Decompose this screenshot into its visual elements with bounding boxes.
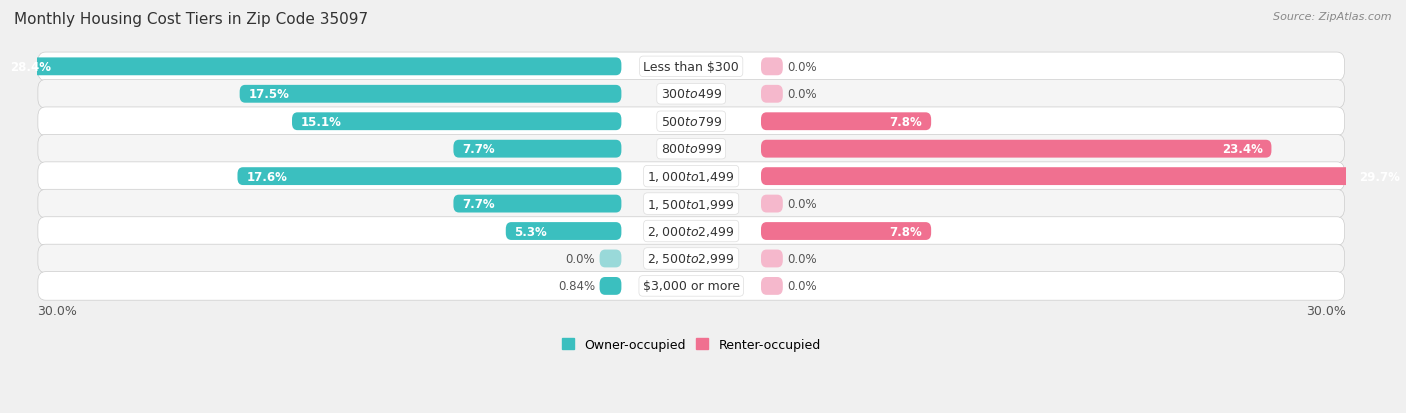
FancyBboxPatch shape [761,113,931,131]
FancyBboxPatch shape [453,195,621,213]
Text: 0.84%: 0.84% [558,280,595,293]
Text: 30.0%: 30.0% [37,304,77,317]
Text: 23.4%: 23.4% [1222,143,1263,156]
FancyBboxPatch shape [38,53,1344,81]
Text: $800 to $999: $800 to $999 [661,143,721,156]
Text: 5.3%: 5.3% [515,225,547,238]
FancyBboxPatch shape [38,135,1344,164]
FancyBboxPatch shape [38,108,1344,136]
Text: 0.0%: 0.0% [787,197,817,211]
Text: $300 to $499: $300 to $499 [661,88,721,101]
FancyBboxPatch shape [38,244,1344,273]
Text: Source: ZipAtlas.com: Source: ZipAtlas.com [1274,12,1392,22]
FancyBboxPatch shape [761,278,783,295]
FancyBboxPatch shape [761,140,1271,158]
Text: 29.7%: 29.7% [1360,170,1400,183]
Text: $2,500 to $2,999: $2,500 to $2,999 [647,252,735,266]
Text: Monthly Housing Cost Tiers in Zip Code 35097: Monthly Housing Cost Tiers in Zip Code 3… [14,12,368,27]
FancyBboxPatch shape [599,250,621,268]
Text: $500 to $799: $500 to $799 [661,116,721,128]
Text: Less than $300: Less than $300 [644,61,740,74]
FancyBboxPatch shape [292,113,621,131]
FancyBboxPatch shape [761,250,783,268]
Text: 17.6%: 17.6% [246,170,287,183]
Text: 7.8%: 7.8% [890,225,922,238]
FancyBboxPatch shape [761,223,931,240]
FancyBboxPatch shape [506,223,621,240]
FancyBboxPatch shape [38,272,1344,301]
Text: 7.7%: 7.7% [463,197,495,211]
Text: 0.0%: 0.0% [787,61,817,74]
FancyBboxPatch shape [38,190,1344,218]
FancyBboxPatch shape [453,140,621,158]
FancyBboxPatch shape [761,195,783,213]
Text: $1,500 to $1,999: $1,500 to $1,999 [647,197,735,211]
Text: 0.0%: 0.0% [787,280,817,293]
Text: 0.0%: 0.0% [787,88,817,101]
Text: 7.8%: 7.8% [890,116,922,128]
FancyBboxPatch shape [239,85,621,103]
Text: 15.1%: 15.1% [301,116,342,128]
Text: 17.5%: 17.5% [249,88,290,101]
FancyBboxPatch shape [238,168,621,185]
Legend: Owner-occupied, Renter-occupied: Owner-occupied, Renter-occupied [557,333,825,356]
FancyBboxPatch shape [761,85,783,103]
FancyBboxPatch shape [761,58,783,76]
Text: 30.0%: 30.0% [1306,304,1346,317]
FancyBboxPatch shape [38,80,1344,109]
Text: 0.0%: 0.0% [787,252,817,265]
Text: 28.4%: 28.4% [11,61,52,74]
FancyBboxPatch shape [599,278,621,295]
FancyBboxPatch shape [38,217,1344,246]
FancyBboxPatch shape [1,58,621,76]
Text: $3,000 or more: $3,000 or more [643,280,740,293]
Text: 7.7%: 7.7% [463,143,495,156]
Text: 0.0%: 0.0% [565,252,595,265]
FancyBboxPatch shape [761,168,1406,185]
Text: $1,000 to $1,499: $1,000 to $1,499 [647,170,735,184]
FancyBboxPatch shape [38,162,1344,191]
Text: $2,000 to $2,499: $2,000 to $2,499 [647,225,735,238]
